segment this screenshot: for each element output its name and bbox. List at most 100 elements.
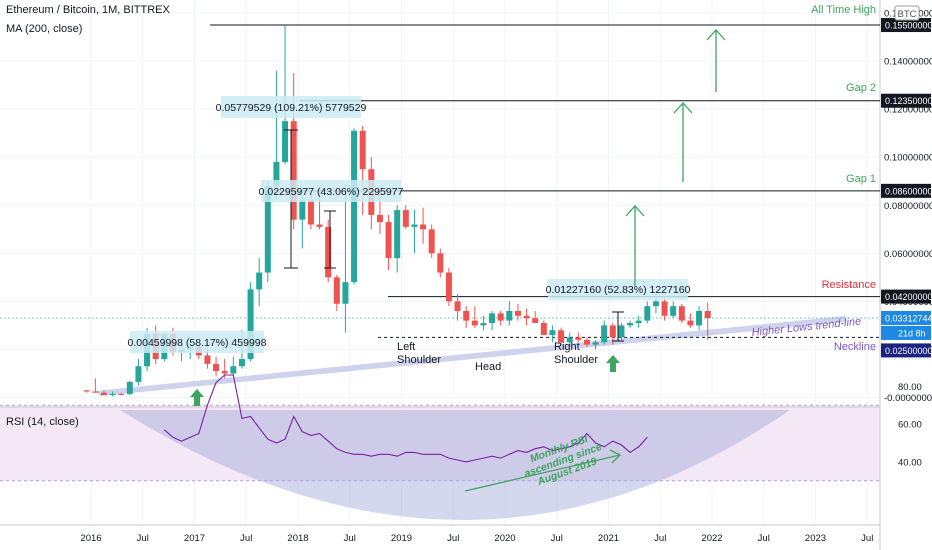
- candle-body: [428, 229, 435, 254]
- time-tick-label: Jul: [447, 533, 459, 544]
- measure-box: 0.00459998 (58.17%) 459998: [128, 331, 267, 353]
- time-tick-label: Jul: [654, 533, 666, 544]
- candle-body: [118, 393, 125, 395]
- candle-body: [489, 313, 496, 324]
- ath-label: All Time High: [811, 4, 876, 16]
- candle-body: [109, 393, 116, 396]
- price-box-label: 0.02500000: [885, 346, 932, 356]
- candle-body: [394, 210, 401, 259]
- candle-body: [696, 310, 703, 326]
- time-tick-label: Jul: [240, 533, 252, 544]
- rsi-band: [0, 405, 880, 481]
- candle-body: [471, 320, 478, 326]
- trendline-label: Higher Lows trend-line: [751, 316, 862, 339]
- price-box: [881, 18, 931, 33]
- right-shoulder-label-1: Right: [554, 341, 580, 353]
- candle-body: [566, 337, 573, 343]
- currency-badge-frame: [894, 5, 920, 21]
- candle-body: [359, 130, 366, 170]
- price-box-label: 0.15500000: [885, 21, 932, 31]
- price-tick-label: 0.06000000: [884, 249, 932, 260]
- measure-box: 0.05779529 (109.21%) 5779529: [216, 96, 367, 118]
- candle-body: [213, 363, 220, 372]
- time-tick-label: Jul: [137, 533, 149, 544]
- candle-body: [264, 186, 271, 273]
- candle-body: [575, 337, 582, 340]
- candle-body: [497, 313, 504, 321]
- measure-box: 0.01227160 (52.83%) 1227160: [546, 279, 691, 300]
- candle-body: [540, 323, 547, 336]
- candle-body: [282, 121, 289, 163]
- candle-body: [351, 130, 358, 283]
- time-tick-label: 2020: [494, 533, 515, 544]
- measure-label: 0.01227160 (52.83%) 1227160: [546, 284, 691, 296]
- resistance-label: Resistance: [822, 279, 876, 291]
- candle-body: [204, 355, 211, 364]
- candle-body: [221, 371, 228, 374]
- right-shoulder-label-2: Shoulder: [554, 354, 598, 366]
- measure-label: 0.02295977 (43.06%) 2295977: [259, 186, 404, 198]
- candle-body: [532, 318, 539, 324]
- left-shoulder-label-1: Left: [397, 341, 415, 353]
- measure-label: 0.00459998 (58.17%) 459998: [128, 337, 267, 349]
- candle-body: [454, 301, 461, 311]
- candle-body: [342, 282, 349, 304]
- candle-body: [402, 210, 409, 227]
- countdown-label: 21d 8h: [898, 328, 926, 338]
- candle-body: [627, 323, 634, 326]
- rsi-bowl: [120, 410, 790, 520]
- candle-body: [670, 306, 677, 316]
- candle-body: [644, 306, 651, 321]
- price-tick-label: 0.14000000: [884, 57, 932, 68]
- time-tick-label: 2021: [598, 533, 619, 544]
- price-box: [881, 183, 931, 198]
- up-arrow-marker: [190, 389, 204, 406]
- time-tick-label: Jul: [551, 533, 563, 544]
- price-box: [881, 289, 931, 304]
- candle-body: [126, 381, 133, 394]
- price-box-label: 0.08600000: [885, 186, 932, 196]
- rsi-trend-arrow: [464, 449, 622, 492]
- candle-body: [325, 226, 332, 278]
- candle-body: [445, 272, 452, 302]
- candle-body: [256, 272, 263, 290]
- candle-body: [592, 342, 599, 345]
- time-tick-label: Jul: [344, 533, 356, 544]
- candle-body: [678, 306, 685, 321]
- time-tick-label: Jul: [758, 533, 770, 544]
- candle-body: [247, 289, 254, 360]
- time-tick-label: 2019: [391, 533, 412, 544]
- measure-brackets: [284, 129, 624, 342]
- candle-body: [299, 200, 306, 220]
- price-tick-label: 0.12000000: [884, 105, 932, 116]
- candle-body: [420, 224, 427, 230]
- candle-body: [385, 222, 392, 259]
- measure-label: 0.05779529 (109.21%) 5779529: [216, 102, 367, 114]
- candle-body: [92, 391, 99, 393]
- head-label: Head: [475, 361, 501, 373]
- candle-body: [83, 390, 90, 392]
- candle-body: [376, 214, 383, 223]
- candle-body: [704, 310, 711, 318]
- time-tick-label: 2022: [701, 533, 722, 544]
- up-arrow-marker: [606, 355, 620, 372]
- candle-body: [316, 224, 323, 227]
- time-tick-label: 2023: [805, 533, 826, 544]
- candle-body: [290, 121, 297, 220]
- time-tick-label: 2017: [184, 533, 205, 544]
- candle-body: [583, 339, 590, 345]
- candle-body: [601, 325, 608, 343]
- price-box-label: 0.04200000: [885, 292, 932, 302]
- candle-body: [558, 330, 565, 343]
- time-tick-label: 2018: [287, 533, 308, 544]
- price-tick-label: 0.08000000: [884, 201, 932, 212]
- candle-body: [135, 366, 142, 382]
- neckline-label: Neckline: [834, 341, 876, 353]
- ma-legend: MA (200, close): [6, 23, 83, 35]
- gap2-label: Gap 2: [846, 82, 876, 94]
- left-shoulder-label-2: Shoulder: [397, 354, 441, 366]
- rsi-tick-label: 40.00: [898, 457, 922, 468]
- candle-body: [411, 224, 418, 227]
